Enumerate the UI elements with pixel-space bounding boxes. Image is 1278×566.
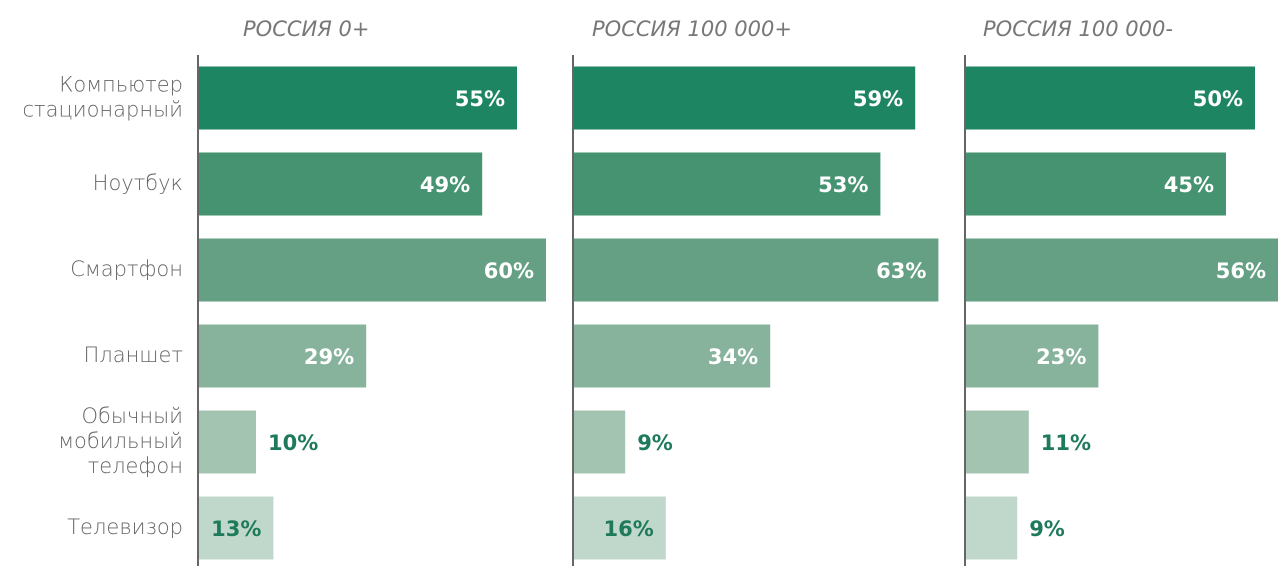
- value-label: 10%: [268, 431, 318, 455]
- value-label: 29%: [304, 345, 354, 369]
- category-line: стационарный: [23, 98, 183, 122]
- value-label: 9%: [1029, 517, 1065, 541]
- category-line: Телевизор: [67, 515, 183, 539]
- category-line: Смартфон: [70, 257, 183, 281]
- category-line: телефон: [88, 454, 183, 478]
- value-label: 11%: [1041, 431, 1091, 455]
- value-label: 49%: [420, 173, 470, 197]
- bar: [965, 152, 1226, 216]
- bar: [965, 238, 1278, 302]
- bar: [573, 410, 626, 474]
- value-label: 50%: [1193, 87, 1243, 111]
- category-label: Компьютер стационарный: [23, 73, 183, 122]
- category-label: Планшет: [83, 343, 183, 367]
- bar: [573, 152, 881, 216]
- value-label: 63%: [876, 259, 926, 283]
- panel-title: РОССИЯ 0+: [243, 17, 369, 41]
- value-label: 23%: [1036, 345, 1086, 369]
- bar: [198, 324, 367, 388]
- bar: [198, 496, 274, 560]
- value-label: 13%: [211, 517, 261, 541]
- bar: [965, 324, 1099, 388]
- value-label: 55%: [455, 87, 505, 111]
- bar: [198, 66, 517, 130]
- value-label: 45%: [1164, 173, 1214, 197]
- category-line: Ноутбук: [93, 171, 183, 195]
- value-label: 56%: [1216, 259, 1266, 283]
- category-line: Обычный: [82, 404, 183, 428]
- category-line: Планшет: [83, 343, 183, 367]
- bar: [198, 238, 546, 302]
- bar: [965, 410, 1029, 474]
- category-label: Телевизор: [67, 515, 183, 539]
- value-label: 16%: [604, 517, 654, 541]
- bar: [573, 66, 916, 130]
- category-label: Обычный мобильный телефон: [58, 404, 183, 478]
- bar: [573, 238, 939, 302]
- value-label: 9%: [637, 431, 673, 455]
- bar: [573, 496, 666, 560]
- bar: [965, 496, 1018, 560]
- bar: [573, 324, 771, 388]
- category-label: Ноутбук: [93, 171, 183, 195]
- bar: [198, 410, 256, 474]
- value-label: 59%: [853, 87, 903, 111]
- panel-title: РОССИЯ 100 000-: [983, 17, 1173, 41]
- bar: [965, 66, 1255, 130]
- panel-title: РОССИЯ 100 000+: [592, 17, 792, 41]
- category-line: мобильный: [58, 429, 183, 453]
- bar: [198, 152, 483, 216]
- value-label: 34%: [708, 345, 758, 369]
- value-label: 53%: [818, 173, 868, 197]
- category-line: Компьютер: [59, 73, 183, 97]
- category-label: Смартфон: [70, 257, 183, 281]
- value-label: 60%: [484, 259, 534, 283]
